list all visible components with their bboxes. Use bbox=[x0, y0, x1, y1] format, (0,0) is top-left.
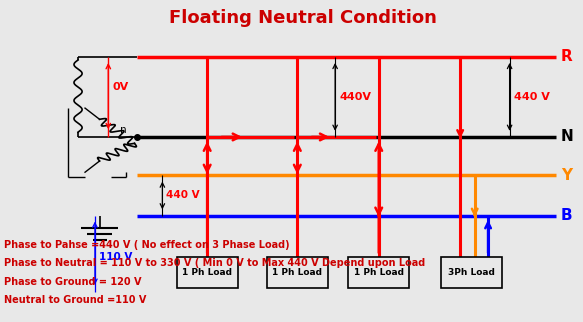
Text: Phase to Neutral = 110 V to 330 V ( Min 0 V to Max 440 V Depend upon Load: Phase to Neutral = 110 V to 330 V ( Min … bbox=[3, 258, 425, 268]
Text: 440 V: 440 V bbox=[167, 191, 200, 201]
Text: Neutral to Ground =110 V: Neutral to Ground =110 V bbox=[3, 295, 146, 305]
Text: 1 Ph Load: 1 Ph Load bbox=[272, 268, 322, 277]
Text: 440V: 440V bbox=[339, 92, 371, 102]
Bar bbox=[267, 257, 328, 288]
Bar bbox=[177, 257, 238, 288]
Text: 440 V: 440 V bbox=[514, 92, 550, 102]
Text: 110 V: 110 V bbox=[99, 252, 132, 262]
Text: Phase to Ground = 120 V: Phase to Ground = 120 V bbox=[3, 277, 141, 287]
Text: Floating Neutral Condition: Floating Neutral Condition bbox=[169, 9, 437, 27]
Text: B: B bbox=[561, 208, 573, 223]
Text: N: N bbox=[561, 129, 574, 145]
Text: n: n bbox=[120, 125, 127, 135]
Text: R: R bbox=[561, 49, 573, 64]
Text: 0V: 0V bbox=[113, 82, 129, 92]
Text: 3Ph Load: 3Ph Load bbox=[448, 268, 495, 277]
Bar bbox=[441, 257, 503, 288]
Text: 1 Ph Load: 1 Ph Load bbox=[182, 268, 232, 277]
Text: Phase to Pahse =440 V ( No effect on 3 Phase Load): Phase to Pahse =440 V ( No effect on 3 P… bbox=[3, 240, 289, 250]
Text: 1 Ph Load: 1 Ph Load bbox=[354, 268, 404, 277]
Text: Y: Y bbox=[561, 168, 572, 183]
Bar bbox=[348, 257, 409, 288]
